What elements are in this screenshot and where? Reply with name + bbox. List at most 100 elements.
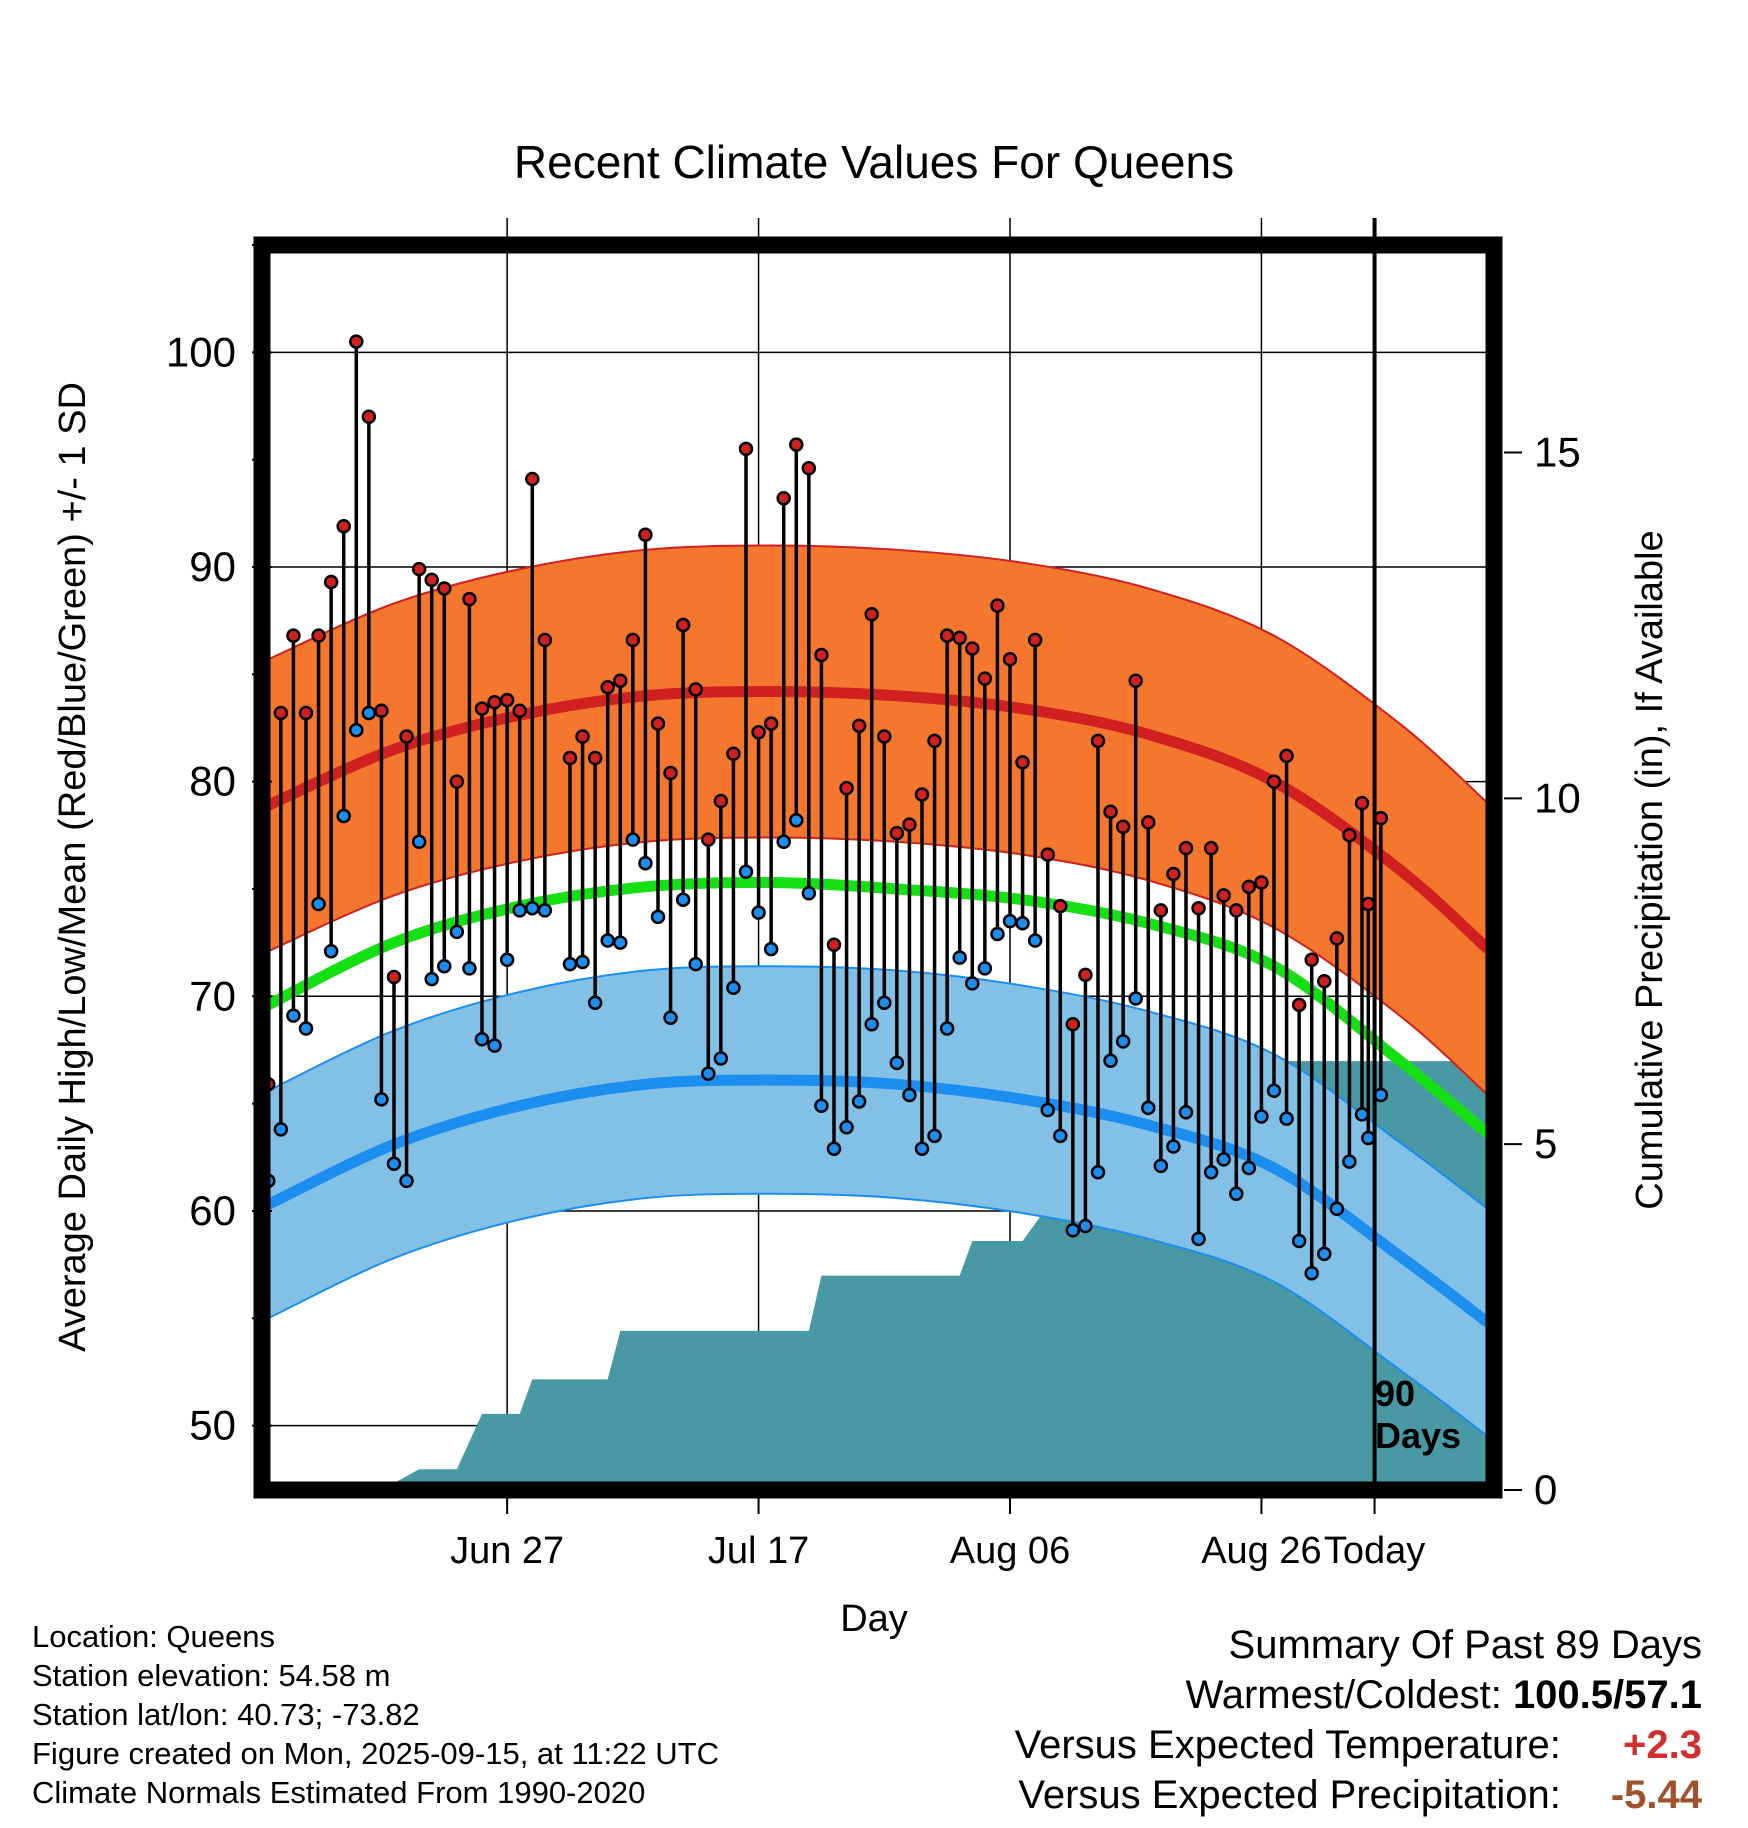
daily-low-point [1065,1223,1081,1238]
warmest-coldest-row: Warmest/Coldest: 100.5/57.1 [1015,1670,1702,1720]
daily-low-point [411,834,427,849]
daily-high-point [763,716,779,731]
daily-low-point [1317,1246,1332,1262]
daily-high-point [663,765,678,781]
daily-low-point [1203,1165,1219,1180]
daily-high-point [1203,840,1219,856]
daily-high-point [952,630,967,646]
daily-low-point [726,980,741,995]
daily-low-point [361,705,377,721]
daily-high-point [751,725,766,740]
daily-low-point [977,961,993,976]
daily-high-point [525,471,540,487]
daily-high-point [424,572,439,588]
daily-high-point [1342,828,1357,843]
daily-low-point [1373,1087,1389,1103]
daily-high-point [1078,967,1093,983]
daily-high-point [839,780,854,796]
daily-high-point [713,793,729,809]
daily-high-point [600,679,615,695]
daily-high-point [399,729,414,744]
daily-low-point [462,961,477,976]
y2-tick-label: 10 [1534,774,1581,821]
daily-low-point [1266,1083,1282,1098]
summary-panel: Summary Of Past 89 Days Warmest/Coldest:… [1015,1620,1702,1820]
station-latlon: Station lat/lon: 40.73; -73.82 [32,1697,420,1732]
daily-high-point [1361,896,1376,912]
daily-low-point [1254,1109,1269,1124]
y2-tick-label: 15 [1534,429,1581,476]
daily-low-point [386,1156,402,1171]
daily-low-point [1241,1160,1257,1176]
daily-low-point [763,941,779,957]
daily-low-point [814,1098,829,1114]
daily-high-point [323,574,339,590]
daily-low-point [1040,1102,1055,1118]
x-tick-label: Jul 17 [708,1530,809,1572]
daily-low-point [374,1092,389,1107]
y-tick-label: 100 [166,328,236,375]
daily-low-point [311,896,326,912]
temperature-departure-row: Versus Expected Temperature: +2.3 [1015,1720,1702,1770]
daily-low-point [525,901,540,916]
daily-low-point [990,926,1005,942]
daily-high-point [562,750,578,766]
daily-high-point [1216,888,1231,903]
daily-high-point [273,705,289,721]
daily-high-point [499,692,515,708]
daily-low-point [1279,1111,1294,1126]
daily-high-point [449,774,465,789]
daily-high-point [487,694,502,710]
daily-high-point [575,729,590,744]
daily-low-point [499,952,515,968]
daily-low-point [625,832,641,847]
daily-high-point [311,628,326,643]
warmest-coldest-label: Warmest/Coldest: [1185,1673,1502,1717]
daily-high-point [462,591,477,607]
daily-low-point [738,864,754,880]
daily-low-point [1141,1100,1156,1116]
daily-low-point [675,892,691,907]
daily-low-point [1361,1130,1376,1146]
daily-high-point [1153,903,1169,918]
y-tick-label: 50 [189,1402,236,1449]
daily-high-point [877,729,892,744]
daily-high-point [349,334,364,349]
daily-high-point [927,733,942,749]
y-tick-label: 60 [189,1187,236,1234]
daily-low-point [286,1008,301,1023]
daily-low-point [1354,1107,1370,1122]
daily-low-point [273,1122,289,1137]
daily-low-point [512,903,527,918]
daily-low-point [952,950,967,965]
daily-high-point [801,460,817,476]
daily-low-point [1103,1053,1118,1068]
today-label-line2: Days [1375,1415,1461,1456]
daily-low-point [537,903,553,918]
daily-low-point [1027,933,1043,948]
daily-high-point [1090,733,1106,749]
x-tick-label: Aug 26 [1201,1530,1321,1572]
daily-high-point [1279,748,1294,764]
daily-high-point [864,606,879,622]
daily-low-point [298,1021,314,1036]
daily-low-point [801,886,817,901]
summary-title: Summary Of Past 89 Days [1228,1623,1702,1667]
daily-high-point [902,817,917,832]
daily-high-point [1040,847,1055,862]
daily-low-point [902,1087,917,1103]
daily-low-point [487,1038,502,1053]
daily-high-point [675,617,691,633]
daily-low-point [1191,1231,1206,1247]
daily-high-point [1027,632,1043,648]
daily-high-point [726,746,741,761]
daily-high-point [1229,903,1244,918]
daily-high-point [738,441,754,457]
daily-low-point [1291,1233,1307,1249]
station-elevation: Station elevation: 54.58 m [32,1658,391,1693]
daily-low-point [437,958,452,974]
daily-high-point [1354,795,1370,811]
daily-high-point [990,598,1005,613]
daily-high-point [826,937,842,953]
daily-high-point [914,787,930,802]
